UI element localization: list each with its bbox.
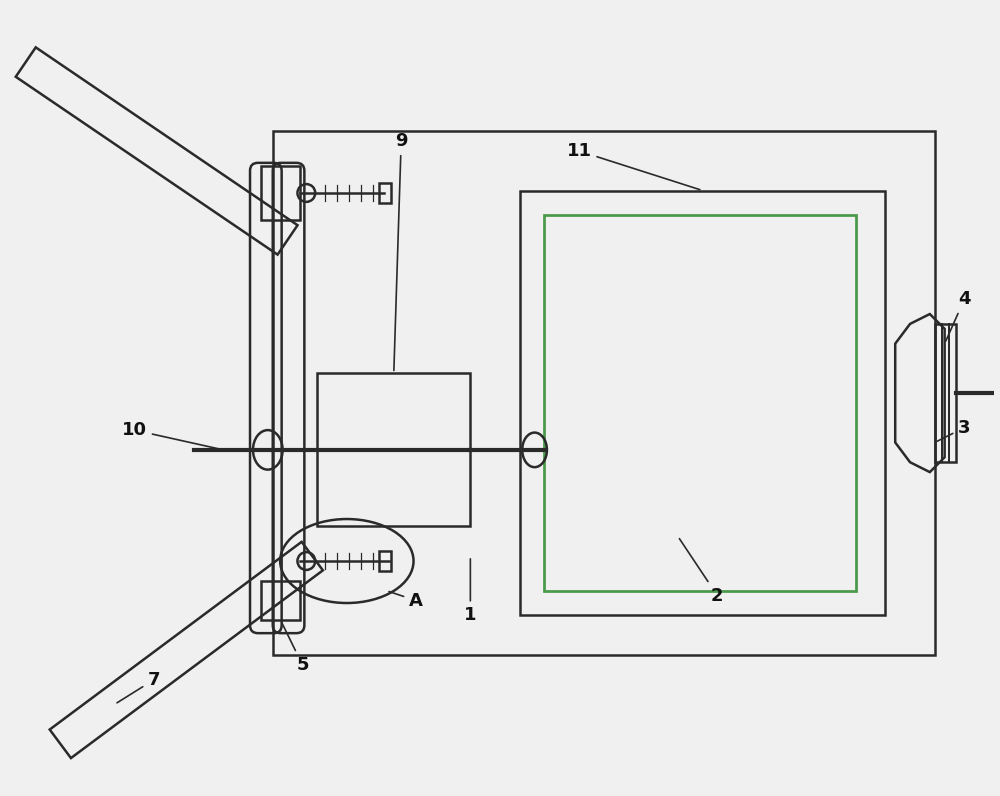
Bar bbox=[317, 373, 470, 526]
Text: A: A bbox=[389, 591, 423, 610]
Bar bbox=[520, 190, 885, 615]
Text: 3: 3 bbox=[937, 419, 971, 441]
Text: 10: 10 bbox=[122, 421, 221, 449]
Text: 1: 1 bbox=[464, 559, 477, 624]
Bar bbox=[379, 183, 391, 203]
Bar bbox=[379, 551, 391, 571]
Text: 4: 4 bbox=[946, 291, 971, 341]
Bar bbox=[544, 215, 856, 591]
Bar bbox=[261, 581, 300, 620]
Text: 11: 11 bbox=[567, 142, 700, 189]
Bar bbox=[935, 324, 956, 462]
Text: 9: 9 bbox=[394, 132, 407, 370]
Text: 2: 2 bbox=[679, 539, 724, 605]
Text: 7: 7 bbox=[117, 670, 160, 703]
Bar bbox=[273, 131, 935, 655]
Text: 5: 5 bbox=[282, 622, 309, 673]
Bar bbox=[261, 166, 300, 220]
